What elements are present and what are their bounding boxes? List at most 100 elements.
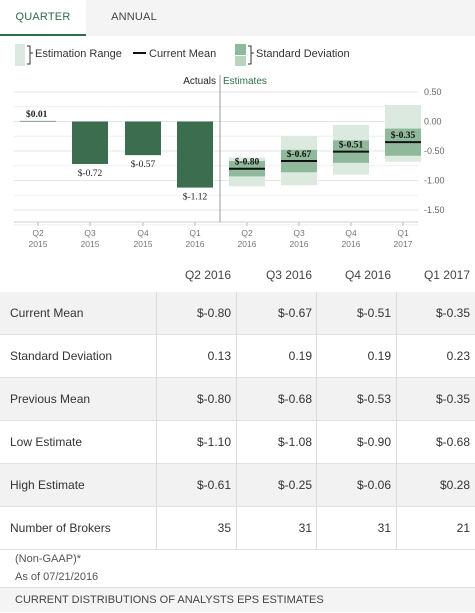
table-cell: $-0.25: [277, 478, 312, 492]
row-label: Number of Brokers: [10, 521, 111, 535]
table-cell: $-0.67: [277, 306, 312, 320]
y-tick-label: -1.50: [424, 205, 445, 215]
column-divider: [316, 335, 317, 378]
table-cell: $-0.35: [435, 392, 470, 406]
tab-bar: QUARTER ANNUAL: [0, 0, 475, 36]
column-divider: [396, 464, 397, 507]
y-tick-label: 0.50: [424, 87, 442, 97]
x-tick-label-quarter: Q3: [293, 228, 305, 238]
table-row: Low Estimate $-1.10 $-1.08 $-0.90 $-0.68: [0, 421, 475, 464]
actual-bar: [125, 121, 161, 156]
table-cell: $-0.06: [356, 478, 391, 492]
x-tick-label-year: 2016: [186, 239, 205, 249]
eps-estimates-chart: Estimation Range Current Mean Standard D…: [14, 44, 445, 249]
column-divider: [236, 292, 237, 335]
table-cell: 0.19: [288, 349, 312, 363]
table-cell: $-0.51: [356, 306, 391, 320]
x-tick-label-year: 2016: [342, 239, 361, 249]
legend-range-bracket: [27, 45, 33, 65]
column-divider: [316, 464, 317, 507]
table-row: Previous Mean $-0.80 $-0.68 $-0.53 $-0.35: [0, 378, 475, 421]
column-divider: [156, 507, 157, 550]
y-tick-label: -0.50: [424, 146, 445, 156]
table-cell: $-0.68: [277, 392, 312, 406]
table-cell: $-0.35: [435, 306, 470, 320]
column-divider: [236, 335, 237, 378]
table-cell: 0.23: [446, 349, 470, 363]
table-cell: $-0.53: [356, 392, 391, 406]
column-header: Q1 2017: [423, 268, 470, 282]
table-cell: 31: [377, 521, 391, 535]
non-gaap-note: (Non-GAAP)*: [15, 553, 82, 565]
table-row: Standard Deviation 0.13 0.19 0.19 0.23: [0, 335, 475, 378]
actual-bar: [177, 121, 213, 188]
x-tick-label-quarter: Q1: [189, 228, 201, 238]
legend-sd-bracket: [248, 45, 254, 65]
y-tick-label: 0.00: [424, 117, 442, 127]
estimates-table: Current Mean $-0.80 $-0.67 $-0.51 $-0.35 Stan…: [0, 292, 475, 550]
column-divider: [396, 378, 397, 421]
row-label: High Estimate: [10, 478, 85, 492]
distribution-section-header[interactable]: CURRENT DISTRIBUTIONS OF ANALYSTS EPS ES…: [0, 587, 475, 612]
table-row: High Estimate $-0.61 $-0.25 $-0.06 $0.28: [0, 464, 475, 507]
estimate-mean-label: $-0.51: [339, 140, 364, 151]
row-label: Standard Deviation: [10, 349, 113, 363]
as-of-date: As of 07/21/2016: [15, 571, 99, 583]
column-divider: [396, 335, 397, 378]
legend-mean-label: Current Mean: [149, 48, 216, 60]
tab-annual[interactable]: ANNUAL: [111, 11, 157, 23]
x-tick-label-year: 2016: [238, 239, 257, 249]
table-row: Current Mean $-0.80 $-0.67 $-0.51 $-0.35: [0, 292, 475, 335]
x-tick-label-year: 2015: [29, 239, 48, 249]
column-divider: [316, 507, 317, 550]
table-cell: $-0.68: [435, 435, 470, 449]
table-cell: 0.19: [367, 349, 391, 363]
estimates-section-label: Estimates: [223, 76, 267, 87]
row-label: Current Mean: [10, 306, 84, 320]
legend-range-label: Estimation Range: [35, 48, 122, 60]
column-divider: [156, 335, 157, 378]
x-tick-label-quarter: Q1: [397, 228, 409, 238]
x-tick-label-year: 2015: [134, 239, 153, 249]
legend-sd-label: Standard Deviation: [256, 48, 350, 60]
legend-sd-swatch-bottom: [235, 56, 246, 66]
x-tick-label-quarter: Q3: [84, 228, 96, 238]
actual-value-label: $-1.12: [183, 192, 208, 203]
actual-bar: [72, 121, 108, 164]
table-cell: $-0.90: [356, 435, 391, 449]
column-divider: [236, 507, 237, 550]
estimate-mean-label: $-0.67: [287, 149, 312, 160]
x-tick-label-quarter: Q4: [137, 228, 149, 238]
table-cell: $-1.10: [196, 435, 231, 449]
column-divider: [156, 464, 157, 507]
column-header: Q2 2016: [184, 268, 231, 282]
x-tick-label-quarter: Q2: [241, 228, 253, 238]
legend-range-swatch: [15, 44, 25, 66]
column-divider: [316, 421, 317, 464]
table-row: Number of Brokers 35 31 31 21: [0, 507, 475, 550]
column-divider: [156, 421, 157, 464]
table-cell: $-1.08: [277, 435, 312, 449]
x-tick-label-quarter: Q4: [345, 228, 357, 238]
x-tick-label-year: 2016: [290, 239, 309, 249]
y-tick-label: -1.00: [424, 176, 445, 186]
table-cell: 31: [298, 521, 312, 535]
row-label: Low Estimate: [10, 435, 83, 449]
chart-legend: Estimation Range Current Mean Standard D…: [15, 44, 350, 66]
actual-value-label: $0.01: [26, 109, 48, 120]
table-cell: $0.28: [439, 478, 470, 492]
table-cell: $-0.80: [196, 392, 231, 406]
x-tick-label-year: 2015: [81, 239, 100, 249]
distribution-section-title: CURRENT DISTRIBUTIONS OF ANALYSTS EPS ES…: [15, 594, 324, 606]
column-divider: [316, 378, 317, 421]
tab-quarter[interactable]: QUARTER: [0, 0, 86, 36]
x-tick-label-year: 2017: [394, 239, 413, 249]
table-cell: $-0.61: [196, 478, 231, 492]
actual-bar: [20, 120, 56, 122]
column-divider: [316, 292, 317, 335]
column-divider: [236, 378, 237, 421]
column-divider: [156, 378, 157, 421]
actual-value-label: $-0.72: [78, 168, 103, 179]
legend-sd-swatch-top: [235, 44, 246, 55]
actuals-section-label: Actuals: [183, 76, 216, 87]
